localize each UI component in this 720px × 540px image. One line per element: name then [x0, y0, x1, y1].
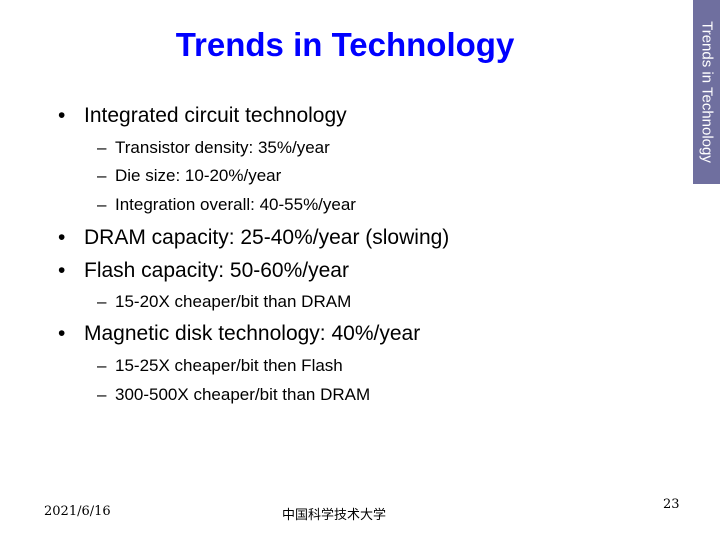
sub-bullet-marker: – — [97, 292, 107, 311]
bullet-marker: • — [58, 226, 66, 249]
side-banner — [693, 0, 720, 184]
sub-bullet-text: Die size: 10-20%/year — [115, 166, 282, 185]
bullet-text: Integrated circuit technology — [84, 104, 347, 127]
sub-bullet-text: 15-20X cheaper/bit than DRAM — [115, 292, 352, 311]
sub-bullet-marker: – — [97, 385, 107, 404]
side-banner-label: Trends in Technology — [698, 21, 715, 163]
sub-bullet-item: – Integration overall: 40-55%/year — [97, 195, 356, 215]
sub-bullet-item: – Die size: 10-20%/year — [97, 166, 281, 186]
bullet-item: • Flash capacity: 50-60%/year — [58, 259, 349, 283]
footer-institution: 中国科学技术大学 — [282, 508, 387, 523]
side-banner-label-wrap: Trends in Technology — [693, 0, 720, 184]
bullet-text: Magnetic disk technology: 40%/year — [84, 322, 421, 345]
sub-bullet-item: –15-25X cheaper/bit then Flash — [97, 356, 343, 376]
slide-title: Trends in Technology — [175, 26, 515, 63]
bullet-marker: • — [58, 322, 66, 345]
footer-date: 2021/6/16 — [44, 504, 111, 519]
bullet-marker: • — [58, 259, 66, 282]
bullet-item: • Magnetic disk technology: 40%/year — [58, 322, 420, 346]
sub-bullet-marker: – — [97, 166, 107, 185]
sub-bullet-text: Integration overall: 40-55%/year — [115, 195, 356, 214]
page-number: 23 — [663, 497, 680, 512]
sub-bullet-marker: – — [97, 195, 107, 214]
bullet-item: • Integrated circuit technology — [58, 104, 347, 128]
bullet-marker: • — [58, 104, 66, 127]
sub-bullet-item: – Transistor density: 35%/year — [97, 138, 330, 158]
sub-bullet-marker: – — [97, 356, 107, 375]
sub-bullet-text: 15-25X cheaper/bit then Flash — [115, 356, 343, 375]
sub-bullet-item: –15-20X cheaper/bit than DRAM — [97, 292, 351, 312]
bullet-text: Flash capacity: 50-60%/year — [84, 259, 349, 282]
sub-bullet-text: 300-500X cheaper/bit than DRAM — [115, 385, 371, 404]
sub-bullet-marker: – — [97, 138, 107, 157]
bullet-text: DRAM capacity: 25-40%/year (slowing) — [84, 226, 450, 249]
bullet-item: • DRAM capacity: 25-40%/year (slowing) — [58, 226, 449, 250]
sub-bullet-item: –300-500X cheaper/bit than DRAM — [97, 385, 370, 405]
sub-bullet-text: Transistor density: 35%/year — [115, 138, 330, 157]
